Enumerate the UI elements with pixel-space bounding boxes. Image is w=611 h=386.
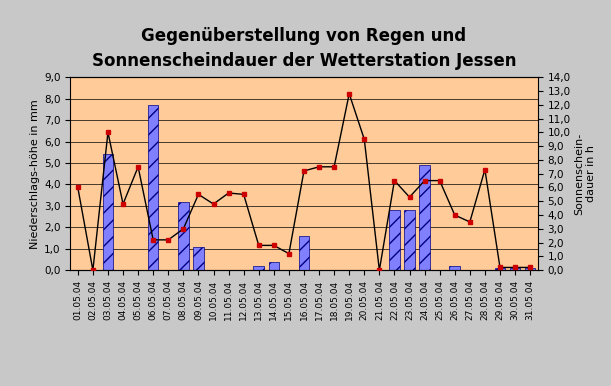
Bar (299, 236, 309, 270)
Y-axis label: Niederschlags-höhe in mm: Niederschlags-höhe in mm (30, 99, 40, 249)
Bar (193, 247, 203, 270)
Bar (450, 266, 460, 270)
Bar (148, 105, 158, 270)
Title: Gegenüberstellung von Regen und
Sonnenscheindauer der Wetterstation Jessen: Gegenüberstellung von Regen und Sonnensc… (92, 27, 516, 70)
Bar (269, 262, 279, 270)
Bar (419, 165, 430, 270)
Bar (389, 210, 400, 270)
Bar (103, 154, 113, 270)
Bar (178, 201, 189, 270)
Bar (495, 268, 505, 270)
Bar (404, 210, 415, 270)
Bar (510, 268, 521, 270)
Bar (525, 268, 535, 270)
Y-axis label: Sonnenschein-
dauer in h: Sonnenschein- dauer in h (575, 132, 596, 215)
Bar (254, 266, 264, 270)
